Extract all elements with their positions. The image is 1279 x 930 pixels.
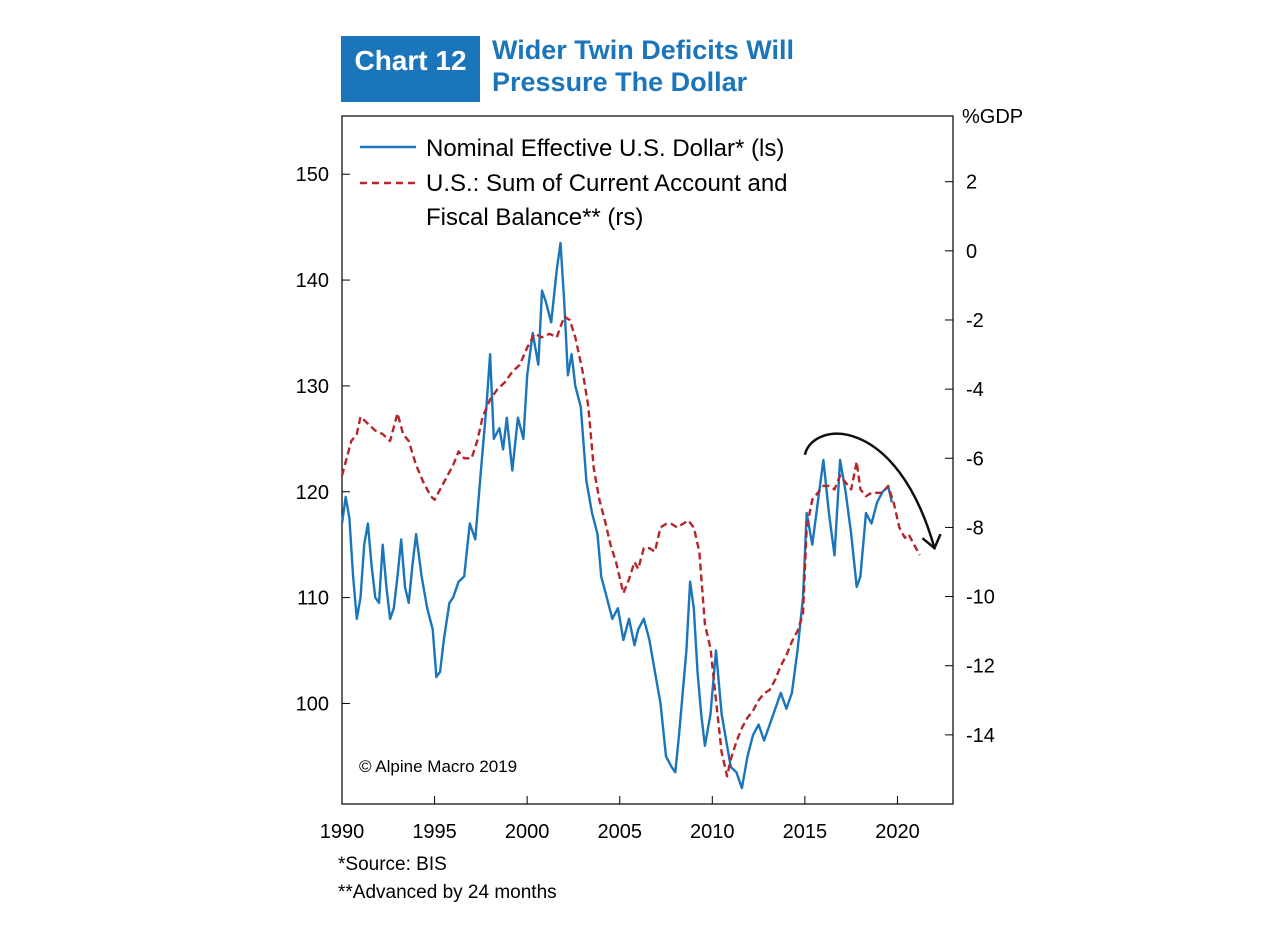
left-axis-tick-label: 120 bbox=[296, 482, 329, 504]
right-axis-unit-label: %GDP bbox=[962, 106, 1023, 128]
right-axis-tick-label: -12 bbox=[966, 656, 995, 678]
trend-arrow bbox=[803, 432, 936, 549]
right-axis-tick-label: 2 bbox=[966, 172, 977, 194]
x-axis-tick-label: 2010 bbox=[690, 821, 735, 843]
footnote-source: *Source: BIS bbox=[338, 854, 447, 875]
chart-title: Wider Twin Deficits Will Pressure The Do… bbox=[492, 34, 912, 98]
left-axis-tick-label: 130 bbox=[296, 376, 329, 398]
chart-number-label: Chart 12 bbox=[354, 45, 467, 76]
copyright-label: © Alpine Macro 2019 bbox=[359, 757, 517, 776]
left-axis-tick-label: 110 bbox=[297, 588, 329, 610]
x-axis-tick-label: 2015 bbox=[783, 821, 828, 843]
footnote-advance: **Advanced by 24 months bbox=[338, 882, 557, 903]
right-axis-tick-label: -8 bbox=[966, 517, 984, 539]
chart-number-badge: Chart 12 bbox=[341, 36, 480, 102]
x-axis-tick-label: 2005 bbox=[597, 821, 642, 843]
trend-arrow-head bbox=[921, 533, 942, 551]
legend-label-dollar: Nominal Effective U.S. Dollar* (ls) bbox=[426, 135, 784, 162]
legend-label-balance-line1: U.S.: Sum of Current Account and bbox=[426, 170, 788, 197]
series-line-balance bbox=[340, 315, 921, 778]
right-axis-tick-label: -6 bbox=[966, 448, 984, 470]
left-axis-tick-label: 140 bbox=[296, 270, 329, 292]
legend: Nominal Effective U.S. Dollar* (ls) U.S.… bbox=[360, 135, 788, 231]
right-axis-tick-label: -4 bbox=[966, 379, 984, 401]
right-axis-tick-label: -2 bbox=[966, 310, 984, 332]
x-axis-tick-label: 2020 bbox=[875, 821, 920, 843]
left-axis-tick-label: 150 bbox=[296, 164, 329, 186]
x-axis-tick-label: 1995 bbox=[412, 821, 457, 843]
right-axis-tick-label: -14 bbox=[966, 725, 995, 747]
chart-title-line-1: Wider Twin Deficits Will bbox=[492, 35, 795, 65]
plot-frame bbox=[341, 115, 954, 805]
right-axis-tick-label: 0 bbox=[966, 241, 977, 263]
x-axis-tick-label: 1990 bbox=[320, 821, 365, 843]
series-line-dollar bbox=[340, 241, 894, 790]
right-axis-tick-label: -10 bbox=[966, 587, 995, 609]
chart-title-line-2: Pressure The Dollar bbox=[492, 67, 748, 97]
x-axis-tick-label: 2000 bbox=[505, 821, 550, 843]
left-axis-tick-label: 100 bbox=[296, 693, 329, 715]
legend-label-balance-line2: Fiscal Balance** (rs) bbox=[426, 204, 643, 231]
